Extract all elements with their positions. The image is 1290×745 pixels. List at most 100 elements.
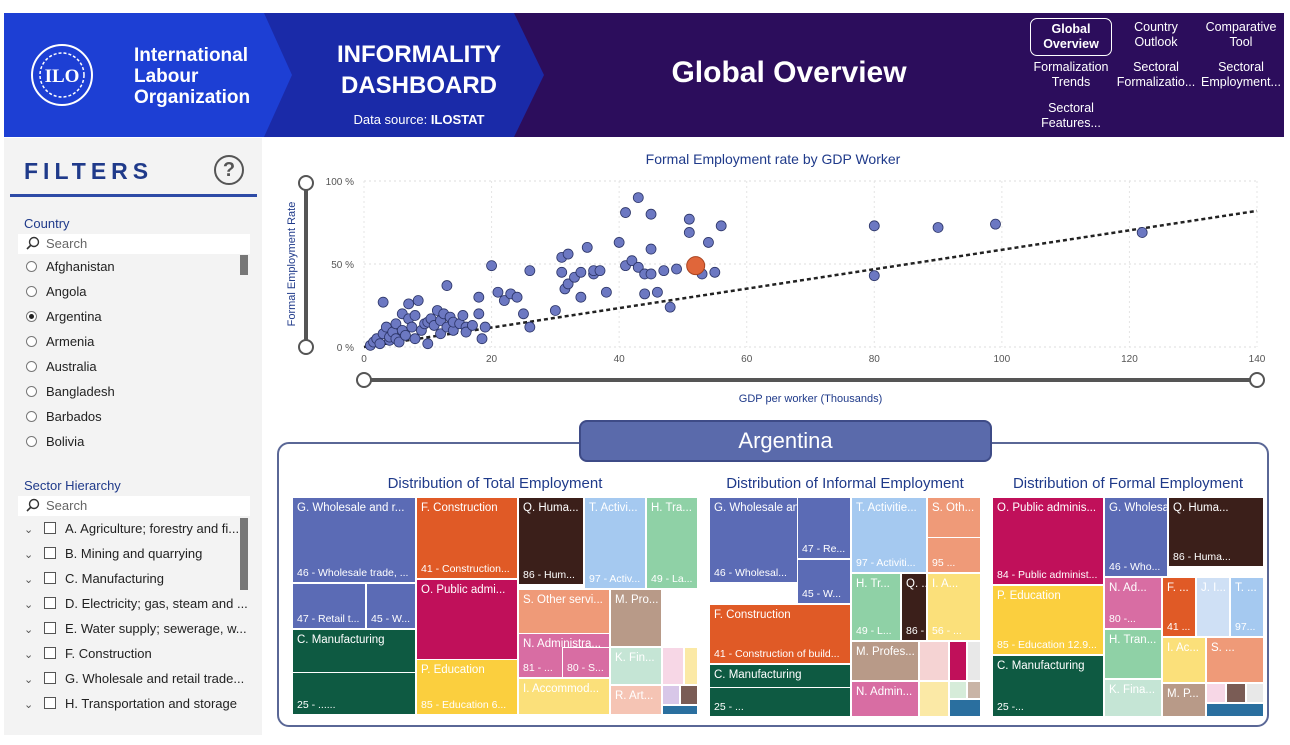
treemap-tile[interactable]: M. Pro...	[610, 589, 662, 647]
nav-sectoral-employment[interactable]: Sectoral Employment...	[1201, 60, 1281, 89]
country-option[interactable]: Angola	[26, 282, 86, 302]
treemap-tile[interactable]: J. I...	[1196, 577, 1230, 637]
treemap-tile[interactable]: G. Wholesale... 46 - Who...	[1104, 497, 1168, 577]
radio-icon[interactable]	[26, 311, 37, 322]
treemap-tile[interactable]: H. Tran...	[1104, 629, 1162, 679]
treemap-tile[interactable]: C. Manufacturing 25 -...	[992, 655, 1104, 717]
treemap-tile[interactable]: 25 - ...	[709, 687, 851, 717]
treemap-tile[interactable]: 45 - W...	[366, 583, 416, 629]
treemap-tile-small[interactable]	[662, 685, 680, 705]
sector-search-input[interactable]: Search	[18, 496, 250, 516]
country-option[interactable]: Bolivia	[26, 432, 84, 452]
sector-option[interactable]: ⌄ G. Wholesale and retail trade...	[24, 669, 244, 689]
checkbox[interactable]	[44, 572, 56, 584]
chevron-down-icon[interactable]: ⌄	[24, 574, 34, 586]
sector-option[interactable]: ⌄ F. Construction	[24, 644, 152, 664]
chevron-down-icon[interactable]: ⌄	[24, 549, 34, 561]
nav-country-outlook[interactable]: Country Outlook	[1134, 20, 1178, 49]
treemap-tile-small[interactable]	[967, 641, 981, 681]
treemap-tile-small[interactable]	[919, 641, 949, 681]
treemap-tile-small[interactable]	[949, 641, 967, 681]
treemap-tile-small[interactable]	[1246, 683, 1264, 703]
sector-option[interactable]: ⌄ H. Transportation and storage	[24, 694, 237, 714]
treemap-tile-small[interactable]	[662, 705, 698, 715]
country-option[interactable]: Barbados	[26, 407, 102, 427]
sector-option[interactable]: ⌄ B. Mining and quarrying	[24, 544, 202, 564]
checkbox[interactable]	[44, 522, 56, 534]
treemap-tile[interactable]: F. Construction 41 - Construction of buil…	[709, 604, 851, 664]
treemap-tile-small[interactable]	[684, 647, 698, 685]
nav-sectoral-formalization[interactable]: Sectoral Formalizatio...	[1116, 60, 1196, 89]
nav-formalization-trends[interactable]: Formalization Trends	[1033, 60, 1109, 89]
chevron-down-icon[interactable]: ⌄	[24, 524, 34, 536]
treemap-tile[interactable]: K. Fina...	[1104, 679, 1162, 717]
sector-option[interactable]: ⌄ C. Manufacturing	[24, 569, 164, 589]
treemap-tile[interactable]: I. Accommod...	[518, 678, 610, 715]
treemap-tile[interactable]: T. Activitie... 97 - Activiti...	[851, 497, 927, 573]
radio-icon[interactable]	[26, 261, 37, 272]
country-list-scrollbar[interactable]	[240, 255, 248, 275]
checkbox[interactable]	[44, 597, 56, 609]
help-icon[interactable]: ?	[214, 155, 244, 185]
treemap-tile[interactable]: P. Education 85 - Education 6...	[416, 659, 518, 715]
treemap-tile[interactable]: N. Ad... 80 -...	[1104, 577, 1162, 629]
treemap-tile[interactable]: R. Art...	[610, 685, 662, 715]
sector-list-scrollbar[interactable]	[240, 518, 248, 590]
radio-icon[interactable]	[26, 411, 37, 422]
radio-icon[interactable]	[26, 386, 37, 397]
checkbox[interactable]	[44, 672, 56, 684]
treemap-tile[interactable]: M. Profes...	[851, 641, 919, 681]
treemap-tile[interactable]: I. Ac...	[1162, 637, 1206, 683]
treemap-tile[interactable]: 95 ...	[927, 537, 981, 573]
treemap-tile[interactable]: T. ... 97...	[1230, 577, 1264, 637]
chevron-down-icon[interactable]: ⌄	[24, 649, 34, 661]
treemap-tile[interactable]: 80 - S...	[562, 647, 610, 678]
radio-icon[interactable]	[26, 286, 37, 297]
treemap-tile[interactable]: 25 - ......	[292, 672, 416, 715]
treemap-tile[interactable]: Q. Huma... 86 - Huma...	[1168, 497, 1264, 567]
treemap-tile[interactable]: I. A... 56 - ...	[927, 573, 981, 641]
treemap-tile[interactable]: F. ... 41 ...	[1162, 577, 1196, 637]
treemap-tile[interactable]: M. P...	[1162, 683, 1206, 717]
radio-icon[interactable]	[26, 361, 37, 372]
treemap-tile[interactable]: T. Activi... 97 - Activ...	[584, 497, 646, 589]
country-option[interactable]: Australia	[26, 357, 97, 377]
treemap-tile[interactable]: P. Education 85 - Education 12.9...	[992, 585, 1104, 655]
chevron-down-icon[interactable]: ⌄	[24, 699, 34, 711]
treemap-tile-small[interactable]	[949, 681, 967, 699]
treemap-tile-small[interactable]	[919, 681, 949, 717]
treemap-tile[interactable]: G. Wholesale and r... 46 - Wholesale trad…	[292, 497, 416, 583]
treemap-tile-small[interactable]	[967, 681, 981, 699]
sector-option[interactable]: ⌄ A. Agriculture; forestry and fi...	[24, 519, 239, 539]
nav-sectoral-features[interactable]: Sectoral Features...	[1041, 101, 1101, 130]
treemap-tile-small[interactable]	[1226, 683, 1246, 703]
sector-option[interactable]: ⌄ E. Water supply; sewerage, w...	[24, 619, 247, 639]
country-option[interactable]: Argentina	[26, 307, 102, 327]
checkbox[interactable]	[44, 697, 56, 709]
chevron-down-icon[interactable]: ⌄	[24, 624, 34, 636]
checkbox[interactable]	[44, 647, 56, 659]
country-option[interactable]: Bangladesh	[26, 382, 115, 402]
treemap-tile[interactable]: S. ...	[1206, 637, 1264, 683]
nav-global-overview[interactable]: Global Overview	[1030, 18, 1112, 56]
sector-option[interactable]: ⌄ D. Electricity; gas, steam and ...	[24, 594, 248, 614]
country-search-input[interactable]: Search	[18, 234, 250, 254]
country-option[interactable]: Armenia	[26, 332, 94, 352]
treemap-tile[interactable]: F. Construction 41 - Construction...	[416, 497, 518, 579]
treemap-tile[interactable]: H. Tra... 49 - La...	[646, 497, 698, 589]
treemap-tile-small[interactable]	[949, 699, 981, 717]
checkbox[interactable]	[44, 547, 56, 559]
treemap-tile[interactable]: 45 - W...	[797, 559, 851, 604]
treemap-tile[interactable]: 47 - Retail t...	[292, 583, 366, 629]
chevron-down-icon[interactable]: ⌄	[24, 674, 34, 686]
treemap-tile-small[interactable]	[1206, 703, 1264, 717]
treemap-tile-small[interactable]	[662, 647, 684, 685]
treemap-tile[interactable]: N. Admin...	[851, 681, 919, 717]
radio-icon[interactable]	[26, 336, 37, 347]
treemap-tile[interactable]: O. Public adminis... 84 - Public administ…	[992, 497, 1104, 585]
treemap-tile[interactable]: 47 - Re...	[797, 497, 851, 559]
treemap-tile[interactable]: Q. ... 86 - ...	[901, 573, 927, 641]
radio-icon[interactable]	[26, 436, 37, 447]
treemap-tile-small[interactable]	[1206, 683, 1226, 703]
nav-comparative-tool[interactable]: Comparative Tool	[1205, 20, 1277, 49]
